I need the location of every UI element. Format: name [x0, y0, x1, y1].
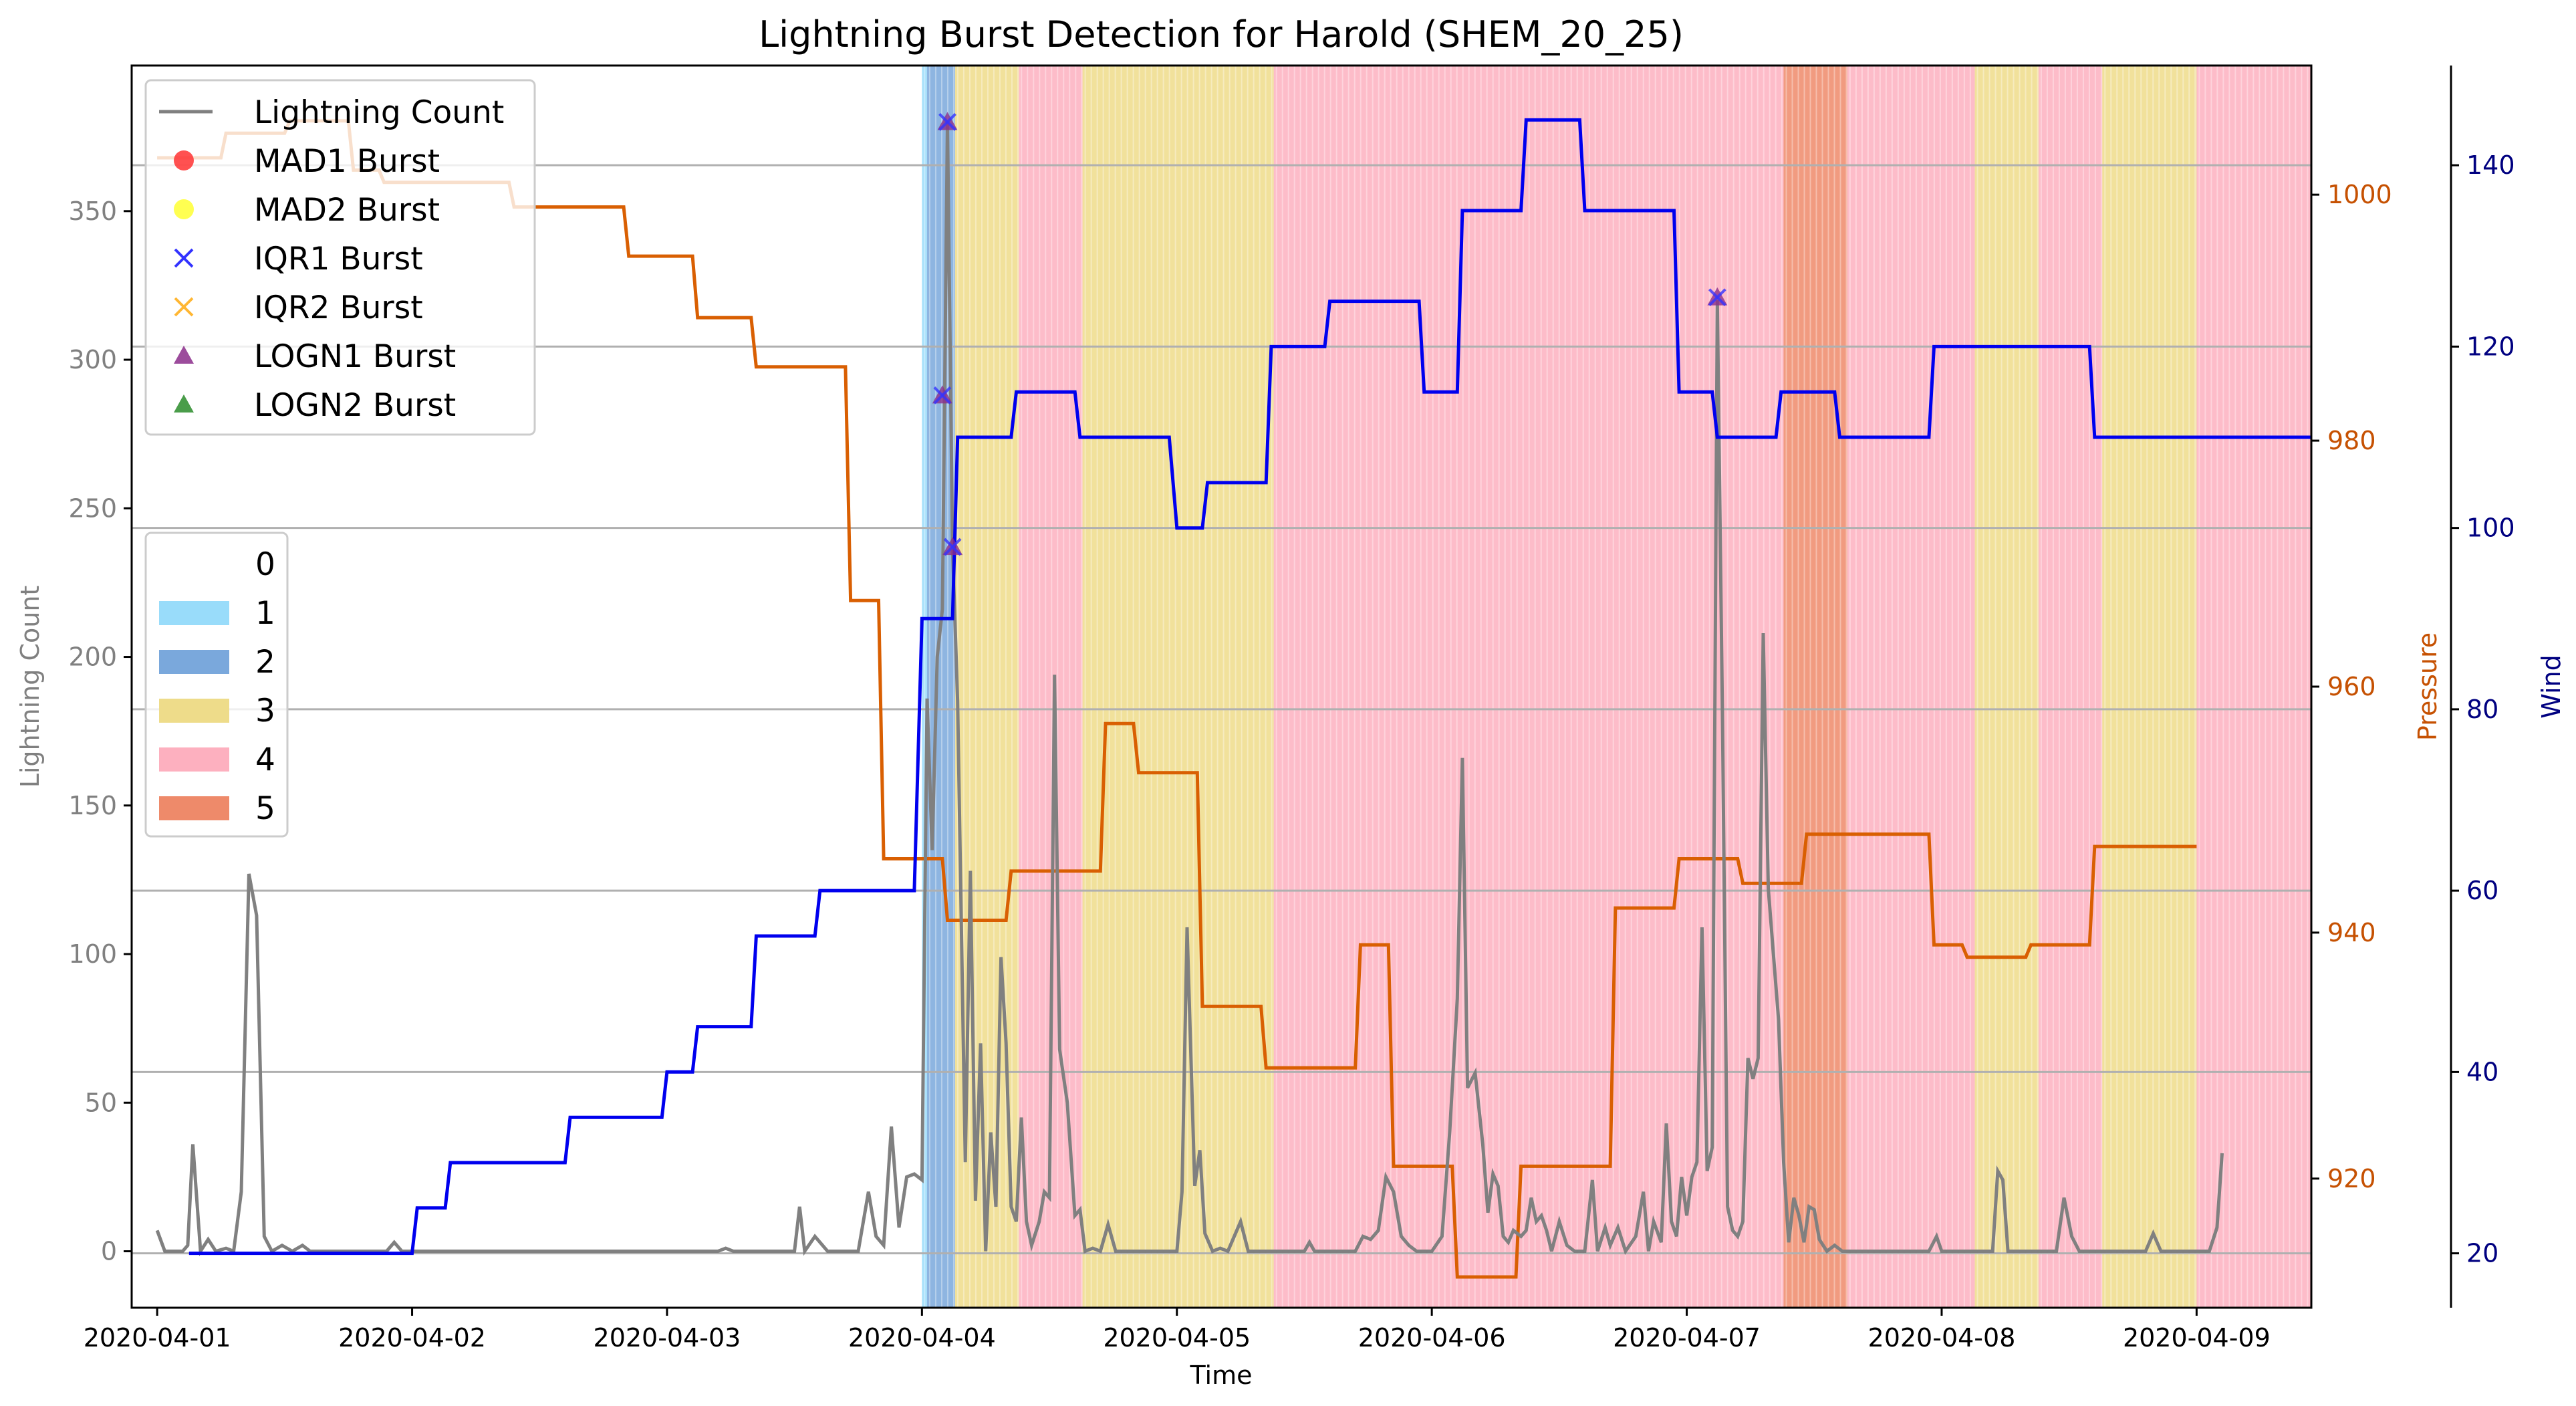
chart-title: Lightning Burst Detection for Harold (SH… [759, 13, 1684, 55]
wind-axis-title: Wind [2537, 655, 2566, 719]
wind-axis-ticks: 20 40 60 80 100 120 140 [2451, 150, 2515, 1268]
gridlines [132, 164, 2311, 1255]
iqr1-burst-marker [933, 386, 952, 404]
pressure-tick-label: 920 [2327, 1164, 2376, 1193]
legend-label: IQR1 Burst [254, 241, 423, 277]
left-axis-title: Lightning Count [15, 586, 45, 788]
category-span-3 [1974, 66, 2039, 1308]
category-legend-label: 4 [255, 741, 275, 778]
pressure-axis-ticks: 920 940 960 980 1000 [2311, 180, 2392, 1193]
x-axis-title: Time [1190, 1361, 1253, 1390]
left-tick-label: 300 [68, 345, 117, 374]
iqr1-burst-marker [943, 538, 962, 556]
legend-label: LOGN1 Burst [254, 338, 456, 375]
burst-legend: Lightning Count MAD1 Burst MAD2 Burst IQR1 … [144, 79, 536, 436]
legend-label: MAD2 Burst [254, 192, 440, 229]
category-span-4 [2038, 66, 2103, 1308]
category-span-3 [2102, 66, 2197, 1308]
burst-legend-box [144, 79, 536, 436]
pressure-tick-label: 1000 [2327, 180, 2392, 209]
category-span-4 [1847, 66, 1975, 1308]
wind-tick-label: 100 [2466, 513, 2515, 543]
left-tick-label: 350 [68, 197, 117, 226]
category-legend-label: 5 [255, 790, 275, 827]
legend-circle-marker [174, 199, 194, 219]
legend-circle-marker [174, 150, 194, 170]
category-span-1 [922, 66, 927, 1308]
x-axis-ticks: 2020-04-01 2020-04-02 2020-04-03 2020-04-04… [84, 1308, 2271, 1353]
x-tick-label: 2020-04-03 [594, 1323, 741, 1353]
legend-x-marker [174, 248, 194, 268]
pressure-axis-title: Pressure [2413, 632, 2442, 741]
x-tick-label: 2020-04-07 [1613, 1323, 1761, 1353]
legend-label: Lightning Count [254, 94, 504, 131]
pressure-tick-label: 960 [2327, 672, 2376, 701]
wind-series-line [188, 118, 2311, 1256]
legend-triangle-marker [174, 394, 194, 413]
pressure-tick-label: 940 [2327, 918, 2376, 947]
category-span-5 [1783, 66, 1847, 1308]
burst-markers [932, 112, 1728, 556]
left-tick-label: 200 [68, 642, 117, 672]
lightning-count-series-line [155, 122, 2224, 1257]
left-tick-label: 250 [68, 493, 117, 523]
x-tick-label: 2020-04-05 [1103, 1323, 1251, 1353]
x-tick-label: 2020-04-09 [2123, 1323, 2271, 1353]
category-legend: 0 1 2 3 4 5 [144, 532, 289, 838]
wind-tick-label: 40 [2466, 1057, 2498, 1086]
category-legend-swatch [159, 650, 229, 674]
category-legend-swatch [159, 796, 229, 820]
legend-triangle-marker [174, 346, 194, 364]
legend-label: IQR2 Burst [254, 289, 423, 326]
left-axis-ticks: 0 50 100 150 200 250 300 350 [68, 197, 132, 1266]
iqr1-burst-marker [938, 113, 956, 131]
category-span-3 [1082, 66, 1274, 1308]
wind-tick-label: 140 [2466, 150, 2515, 180]
category-legend-swatch [159, 552, 229, 576]
x-tick-label: 2020-04-04 [848, 1323, 996, 1353]
wind-tick-label: 80 [2466, 695, 2498, 724]
category-span-4 [2196, 66, 2311, 1308]
category-spans [922, 66, 2311, 1308]
category-legend-swatch [159, 747, 229, 772]
iqr1-burst-marker [1708, 288, 1726, 307]
wind-tick-label: 20 [2466, 1239, 2498, 1268]
legend-label: MAD1 Burst [254, 143, 440, 180]
x-tick-label: 2020-04-08 [1868, 1323, 2016, 1353]
category-legend-label: 2 [255, 644, 275, 681]
category-legend-swatch [159, 699, 229, 723]
left-tick-label: 150 [68, 791, 117, 820]
category-span-2 [926, 66, 955, 1308]
legend-x-marker [174, 297, 194, 317]
wind-tick-label: 120 [2466, 332, 2515, 361]
x-tick-label: 2020-04-06 [1358, 1323, 1506, 1353]
category-legend-swatch [159, 601, 229, 625]
category-legend-label: 1 [255, 595, 275, 632]
left-tick-label: 50 [85, 1088, 117, 1117]
category-legend-label: 0 [255, 546, 275, 583]
x-tick-label: 2020-04-02 [338, 1323, 486, 1353]
wind-tick-label: 60 [2466, 876, 2498, 905]
pressure-tick-label: 980 [2327, 426, 2376, 455]
x-tick-label: 2020-04-01 [84, 1323, 231, 1353]
category-legend-label: 3 [255, 693, 275, 729]
legend-label: LOGN2 Burst [254, 387, 456, 424]
left-tick-label: 0 [101, 1237, 117, 1266]
left-tick-label: 100 [68, 939, 117, 969]
